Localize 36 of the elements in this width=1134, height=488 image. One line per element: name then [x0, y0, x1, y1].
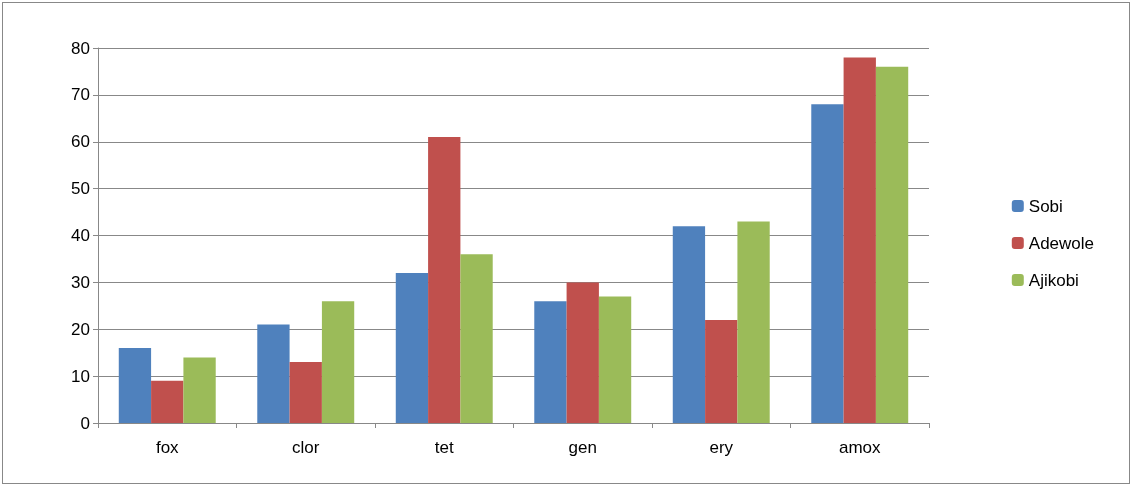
bar: [428, 137, 461, 423]
bar: [257, 324, 290, 423]
bar: [534, 301, 567, 423]
bar: [289, 362, 322, 423]
x-tick-label: amox: [838, 438, 882, 457]
bar: [118, 348, 152, 423]
legend-label: Sobi: [1028, 196, 1063, 216]
y-tick-label: 50: [71, 179, 90, 199]
x-tick-label: tet: [434, 438, 454, 457]
bar: [672, 226, 706, 423]
bar: [566, 282, 599, 423]
bar: [460, 254, 493, 423]
x-tick-label: ery: [709, 438, 734, 457]
bar: [151, 380, 184, 423]
bar: [321, 301, 355, 423]
bar: [598, 296, 632, 423]
bar: [705, 319, 738, 423]
y-tick-label: 80: [71, 38, 90, 58]
x-tick-label: fox: [155, 438, 180, 457]
bar: [737, 221, 770, 423]
y-tick-label: 40: [71, 226, 90, 245]
bar: [395, 273, 429, 423]
bar: [875, 66, 909, 423]
y-tick-label: 30: [71, 272, 90, 292]
y-tick-label: 0: [80, 413, 90, 433]
x-tick-label: gen: [568, 438, 597, 457]
legend-label: Adewole: [1028, 233, 1095, 253]
bar: [811, 104, 844, 423]
bar: [183, 357, 216, 423]
y-tick-label: 70: [71, 85, 90, 105]
y-tick-label: 60: [71, 132, 90, 152]
bar: [843, 57, 876, 423]
y-tick-label: 20: [71, 319, 90, 339]
x-tick-label: clor: [292, 438, 320, 457]
legend-label: Ajikobi: [1028, 270, 1079, 290]
y-tick-label: 10: [71, 366, 90, 386]
